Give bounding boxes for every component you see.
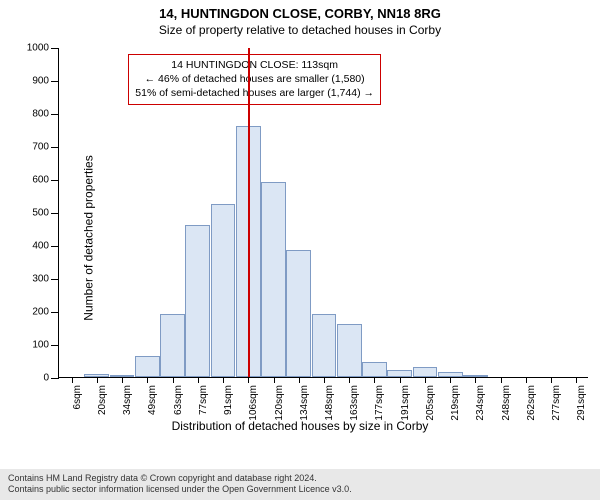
x-tick-label: 49sqm <box>147 385 158 415</box>
y-tick-label: 200 <box>32 307 59 318</box>
x-tick <box>147 377 148 383</box>
x-tick-label: 34sqm <box>122 385 133 415</box>
y-tick-label: 500 <box>32 208 59 219</box>
x-tick <box>551 377 552 383</box>
x-tick <box>425 377 426 383</box>
x-tick <box>198 377 199 383</box>
y-tick-label: 100 <box>32 340 59 351</box>
marker-line <box>248 48 250 377</box>
x-tick-label: 91sqm <box>223 385 234 415</box>
x-tick <box>400 377 401 383</box>
bar <box>413 367 438 377</box>
x-tick <box>299 377 300 383</box>
bar <box>211 204 236 377</box>
x-tick-label: 163sqm <box>349 385 360 421</box>
x-tick-label: 120sqm <box>274 385 285 421</box>
x-tick-label: 134sqm <box>299 385 310 421</box>
x-tick <box>248 377 249 383</box>
x-tick <box>97 377 98 383</box>
x-tick-label: 248sqm <box>501 385 512 421</box>
x-tick <box>122 377 123 383</box>
x-tick <box>324 377 325 383</box>
x-tick-label: 106sqm <box>248 385 259 421</box>
x-tick-label: 262sqm <box>526 385 537 421</box>
bar <box>160 314 185 377</box>
footer-line1: Contains HM Land Registry data © Crown c… <box>8 473 592 485</box>
x-tick-label: 177sqm <box>374 385 385 421</box>
x-tick-label: 219sqm <box>450 385 461 421</box>
x-tick <box>374 377 375 383</box>
bar <box>337 324 362 377</box>
bar <box>286 250 311 377</box>
x-tick <box>576 377 577 383</box>
plot-area: 14 HUNTINGDON CLOSE: 113sqm← 46% of deta… <box>58 48 588 378</box>
marker-annotation: 14 HUNTINGDON CLOSE: 113sqm← 46% of deta… <box>128 54 381 105</box>
annotation-line: ← 46% of detached houses are smaller (1,… <box>135 72 374 86</box>
x-tick-label: 291sqm <box>576 385 587 421</box>
y-tick-label: 300 <box>32 274 59 285</box>
x-tick-label: 63sqm <box>173 385 184 415</box>
y-tick-label: 400 <box>32 241 59 252</box>
bar <box>387 370 412 377</box>
x-tick-label: 20sqm <box>97 385 108 415</box>
page-title: 14, HUNTINGDON CLOSE, CORBY, NN18 8RG <box>0 0 600 21</box>
bar <box>135 356 160 377</box>
y-tick-label: 600 <box>32 175 59 186</box>
y-tick-label: 1000 <box>27 43 59 54</box>
page-subtitle: Size of property relative to detached ho… <box>0 21 600 37</box>
footer-line2: Contains public sector information licen… <box>8 484 592 496</box>
bar <box>185 225 210 377</box>
x-tick-label: 77sqm <box>198 385 209 415</box>
y-tick-label: 700 <box>32 142 59 153</box>
bar <box>312 314 337 377</box>
y-tick-label: 0 <box>43 373 59 384</box>
annotation-line: 51% of semi-detached houses are larger (… <box>135 86 374 100</box>
x-tick <box>173 377 174 383</box>
x-tick <box>349 377 350 383</box>
x-tick-label: 234sqm <box>475 385 486 421</box>
x-tick <box>450 377 451 383</box>
annotation-line: 14 HUNTINGDON CLOSE: 113sqm <box>135 58 374 72</box>
x-tick <box>526 377 527 383</box>
x-tick <box>274 377 275 383</box>
x-tick <box>72 377 73 383</box>
x-tick-label: 205sqm <box>425 385 436 421</box>
chart-container: Number of detached properties 14 HUNTING… <box>0 40 600 435</box>
x-axis-label: Distribution of detached houses by size … <box>0 419 600 433</box>
x-tick <box>223 377 224 383</box>
x-tick-label: 148sqm <box>324 385 335 421</box>
bar <box>362 362 387 377</box>
x-tick-label: 277sqm <box>551 385 562 421</box>
y-tick-label: 900 <box>32 76 59 87</box>
x-tick <box>501 377 502 383</box>
x-tick <box>475 377 476 383</box>
bar <box>261 182 286 377</box>
y-tick-label: 800 <box>32 109 59 120</box>
x-tick-label: 191sqm <box>400 385 411 421</box>
footer: Contains HM Land Registry data © Crown c… <box>0 469 600 500</box>
x-tick-label: 6sqm <box>72 385 83 409</box>
